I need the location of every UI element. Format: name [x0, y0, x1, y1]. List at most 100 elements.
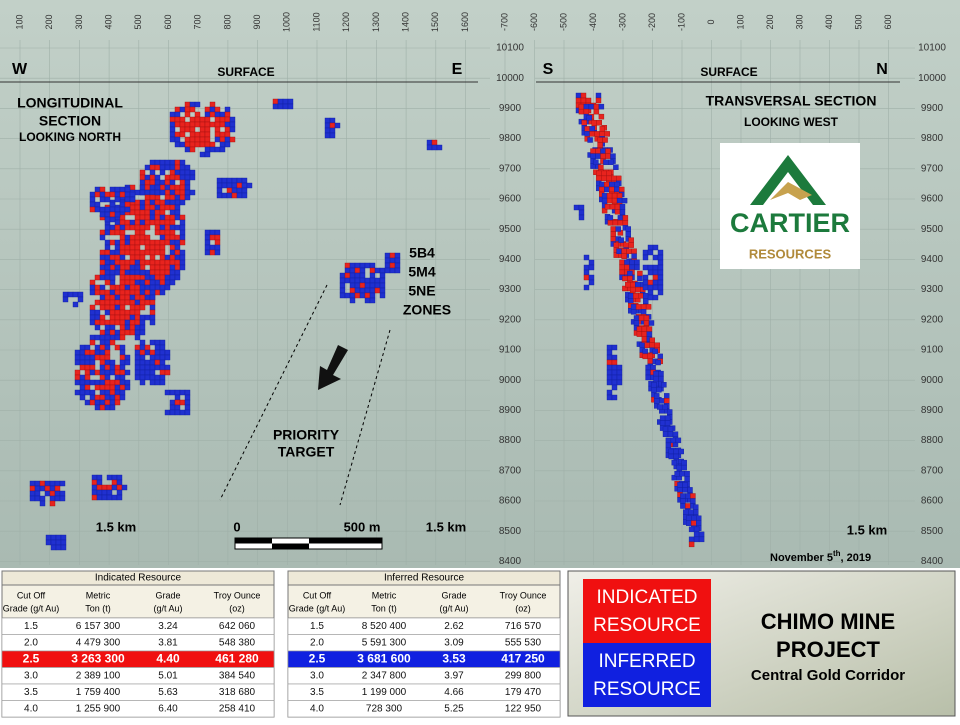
target-label: TARGET — [278, 444, 335, 460]
ore-cell — [159, 279, 166, 286]
ore-cell — [114, 314, 121, 321]
ore-cell — [667, 431, 674, 437]
ore-cell — [144, 194, 151, 201]
ore-cell — [616, 192, 623, 199]
ore-cell — [67, 291, 74, 298]
ore-cell — [179, 189, 186, 196]
ore-cell — [199, 121, 206, 128]
table-cell: 1 759 400 — [76, 687, 121, 698]
ore-cell — [619, 264, 625, 271]
ore-cell — [179, 249, 186, 256]
ore-cell — [104, 254, 111, 261]
ore-cell — [648, 320, 655, 326]
easting-tick: 300 — [74, 14, 84, 29]
ore-cell — [159, 369, 166, 376]
ore-cell — [639, 342, 645, 348]
ore-cell — [324, 132, 331, 139]
ore-cell — [104, 349, 111, 356]
ore-cell — [114, 191, 121, 198]
ore-cell — [129, 191, 136, 198]
ore-cell — [94, 309, 101, 316]
ore-cell — [169, 254, 176, 261]
ore-cell — [583, 103, 590, 110]
ore-cell — [154, 379, 161, 386]
ore-cell — [379, 292, 386, 299]
ore-cell — [199, 116, 206, 123]
ore-cell — [94, 299, 101, 306]
ore-cell — [590, 153, 596, 159]
ore-cell — [277, 103, 284, 110]
ore-cell — [600, 153, 606, 159]
ore-cell — [149, 244, 156, 251]
easting-tick: 1100 — [311, 12, 321, 31]
ore-cell — [109, 279, 116, 286]
ore-cell — [174, 214, 181, 221]
ore-cell — [324, 117, 331, 124]
ore-cell — [119, 334, 126, 341]
ore-cell — [104, 394, 111, 401]
ore-cell — [344, 292, 351, 299]
ore-cell — [124, 309, 131, 316]
ore-cell — [99, 354, 106, 361]
ore-cell — [241, 177, 248, 184]
ore-cell — [604, 131, 610, 137]
ore-cell — [209, 141, 216, 148]
ore-cell — [119, 206, 126, 213]
table-cell: 3.0 — [310, 671, 324, 682]
ore-cell — [606, 175, 612, 182]
ore-cell — [174, 239, 181, 246]
ore-cell — [224, 136, 231, 143]
ore-cell — [104, 334, 111, 341]
ore-cell — [647, 269, 654, 276]
ore-cell — [159, 264, 166, 271]
ore-cell — [59, 480, 66, 487]
ore-cell — [224, 126, 231, 133]
ore-cell — [104, 369, 111, 376]
ore-cell — [169, 159, 176, 166]
ore-cell — [159, 274, 166, 281]
ore-cell — [139, 374, 146, 381]
ore-cell — [119, 329, 126, 336]
ore-cell — [641, 326, 648, 332]
ore-cell — [169, 111, 176, 118]
ore-cell — [149, 359, 156, 366]
ore-cell — [179, 126, 186, 133]
ore-cell — [657, 289, 664, 296]
ore-cell — [214, 111, 221, 118]
ore-cell — [144, 359, 151, 366]
ore-cell — [612, 220, 619, 226]
ore-cell — [599, 131, 605, 137]
ore-cell — [169, 224, 176, 231]
table-header: Troy Ounce — [214, 590, 261, 600]
ore-cell — [154, 354, 161, 361]
ore-cell — [219, 121, 226, 128]
ore-cell — [149, 174, 156, 181]
ore-cell — [369, 287, 376, 294]
ore-cell — [621, 253, 627, 259]
ore-cell — [662, 431, 669, 437]
ore-cell — [154, 349, 161, 356]
ore-cell — [603, 159, 609, 165]
ore-cell — [617, 220, 624, 226]
ore-cell — [349, 292, 356, 299]
ore-cell — [635, 286, 641, 293]
ore-cell — [109, 289, 116, 296]
ore-cell — [606, 192, 613, 199]
ore-cell — [169, 121, 176, 128]
easting-tick: 1300 — [371, 12, 381, 32]
ore-cell — [99, 404, 106, 411]
ore-cell — [204, 136, 211, 143]
ore-cell — [154, 209, 161, 216]
ore-cell — [134, 244, 141, 251]
ore-cell — [169, 259, 176, 266]
ore-cell — [690, 498, 696, 504]
ore-cell — [129, 224, 136, 231]
ore-cell — [89, 359, 96, 366]
ore-cell — [104, 389, 111, 396]
ore-cell — [149, 214, 156, 221]
ore-cell — [169, 249, 176, 256]
ore-cell — [119, 304, 126, 311]
ore-cell — [154, 239, 161, 246]
northing-tick: 300 — [794, 14, 804, 29]
